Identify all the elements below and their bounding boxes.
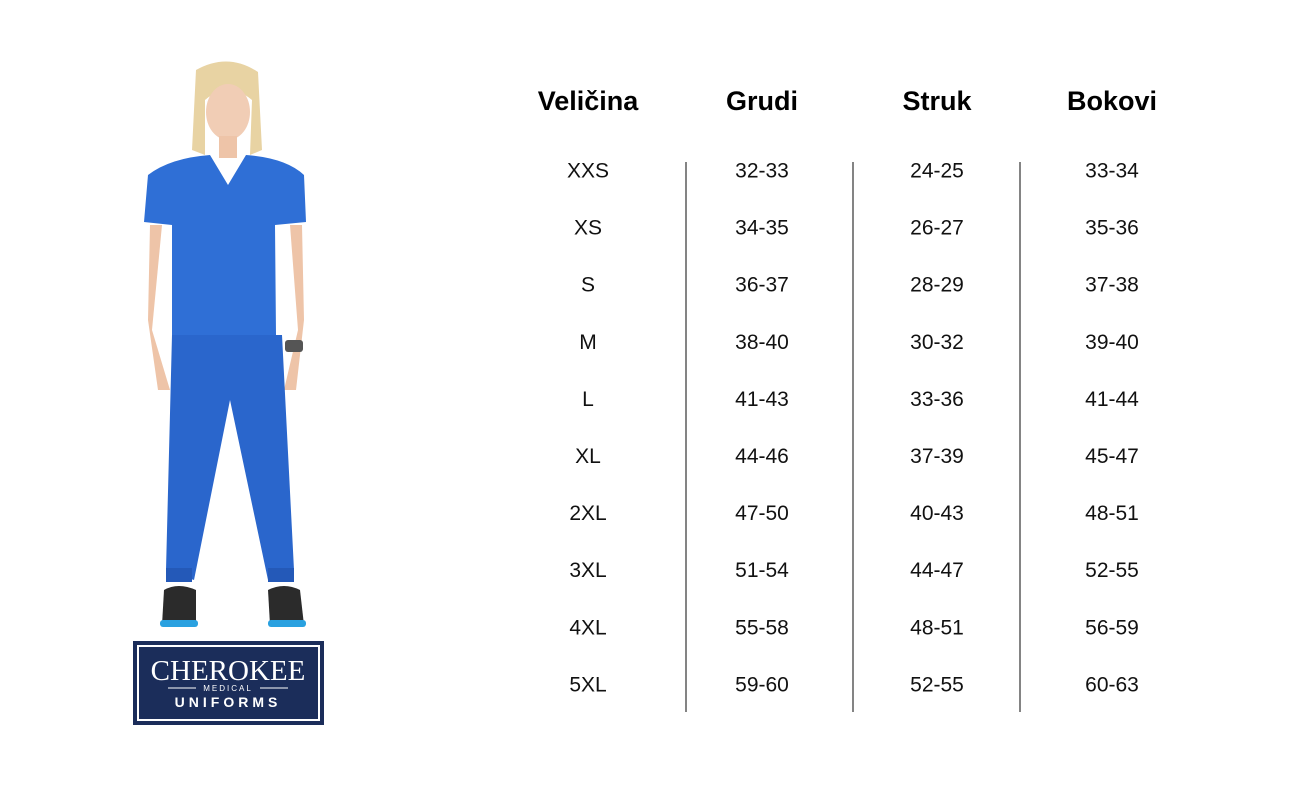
logo-border [137, 645, 320, 721]
table-cell: 44-46 [735, 445, 789, 468]
table-cell: 2XL [569, 502, 606, 525]
table-cell: XL [575, 445, 601, 468]
table-cell: 3XL [569, 559, 606, 582]
table-cell: 5XL [569, 673, 606, 696]
column-header: Bokovi [1067, 86, 1157, 116]
table-cell: 56-59 [1085, 616, 1139, 639]
table-cell: 38-40 [735, 331, 789, 354]
table-cell: 28-29 [910, 274, 964, 297]
table-cell: 59-60 [735, 673, 789, 696]
table-cell: 33-34 [1085, 160, 1139, 183]
table-cell: 24-25 [910, 160, 964, 183]
table-cell: 34-35 [735, 217, 789, 240]
table-cell: S [581, 274, 595, 297]
logo-line: UNIFORMS [175, 694, 282, 710]
table-cell: 60-63 [1085, 673, 1139, 696]
table-cell: 39-40 [1085, 331, 1139, 354]
table-cell: 45-47 [1085, 445, 1139, 468]
table-cell: XXS [567, 160, 609, 183]
size-table: Veličina Grudi Struk Bokovi XXS 32-33 24-25 33-… [538, 86, 1157, 712]
column-header: Struk [902, 86, 972, 116]
table-cell: 26-27 [910, 217, 964, 240]
table-cell: 52-55 [910, 673, 964, 696]
table-cell: 41-44 [1085, 388, 1139, 411]
table-cell: 40-43 [910, 502, 964, 525]
table-cell: M [579, 331, 597, 354]
table-cell: 41-43 [735, 388, 789, 411]
table-cell: 55-58 [735, 616, 789, 639]
logo-box [133, 641, 324, 725]
table-cell: 36-37 [735, 274, 789, 297]
table-cell: 32-33 [735, 160, 789, 183]
table-cell: 37-38 [1085, 274, 1139, 297]
table-cell: 37-39 [910, 445, 964, 468]
table-cell: 35-36 [1085, 217, 1139, 240]
table-cell: 33-36 [910, 388, 964, 411]
table-cell: 47-50 [735, 502, 789, 525]
table-cell: 30-32 [910, 331, 964, 354]
column-header: Grudi [726, 86, 798, 116]
table-cell: 51-54 [735, 559, 789, 582]
table-cell: 48-51 [910, 616, 964, 639]
table-cell: 44-47 [910, 559, 964, 582]
table-cell: 52-55 [1085, 559, 1139, 582]
table-cell: L [582, 388, 594, 411]
model-illustration [144, 61, 306, 627]
table-cell: 4XL [569, 616, 606, 639]
table-cell: XS [574, 217, 602, 240]
table-cell: 48-51 [1085, 502, 1139, 525]
logo-sub: MEDICAL [203, 684, 253, 693]
logo-brand: CHEROKEE [151, 655, 306, 687]
logo: CHEROKEE MEDICAL UNIFORMS [133, 641, 324, 725]
column-header: Veličina [538, 86, 640, 116]
